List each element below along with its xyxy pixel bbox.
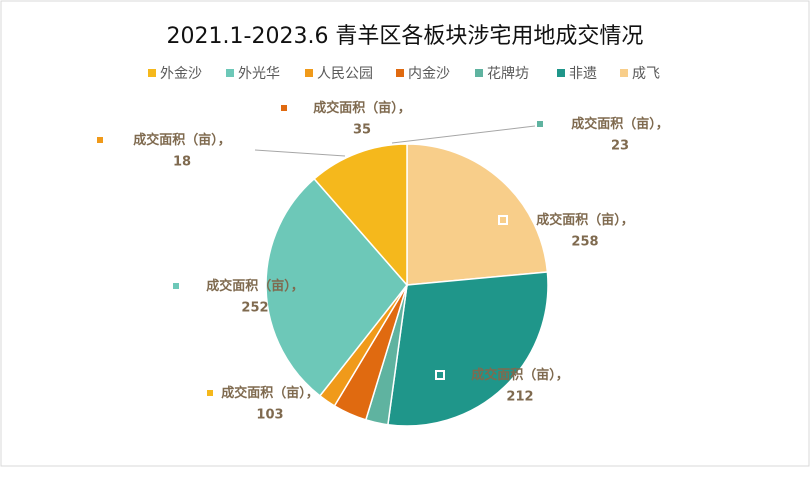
legend-marker [305, 69, 313, 77]
data-label: 成交面积（亩）， [313, 100, 411, 116]
label-marker [173, 283, 179, 289]
label-marker [498, 215, 508, 225]
data-value: 252 [241, 301, 268, 316]
series-name: 成交面积（亩） [536, 212, 621, 228]
data-value: 258 [571, 235, 598, 250]
pie-slice [406, 143, 549, 286]
legend-marker [557, 69, 565, 77]
data-value: 23 [611, 139, 629, 154]
series-name: 成交面积（亩） [206, 278, 291, 294]
legend-marker [475, 69, 483, 77]
data-label: 成交面积（亩）， [133, 132, 231, 148]
legend-marker [148, 69, 156, 77]
legend-label: 外金沙 [160, 66, 202, 82]
data-label: 成交面积（亩）， [206, 278, 304, 294]
series-name: 成交面积（亩） [221, 385, 306, 401]
data-label: 成交面积（亩）， [221, 385, 319, 401]
label-marker [207, 390, 213, 396]
pie-slice [387, 271, 549, 427]
data-label: 成交面积（亩）， [471, 367, 569, 383]
data-label: 成交面积（亩）， [536, 212, 634, 228]
label-marker [281, 105, 287, 111]
series-name: 成交面积（亩） [313, 100, 398, 116]
separator: ， [306, 386, 319, 401]
separator: ， [218, 133, 231, 148]
legend-label: 成飞 [632, 66, 660, 82]
series-name: 成交面积（亩） [471, 367, 556, 383]
legend-label: 外光华 [238, 66, 280, 82]
leader-line [254, 149, 346, 157]
separator: ， [556, 368, 569, 383]
series-name: 成交面积（亩） [571, 116, 656, 132]
separator: ， [621, 213, 634, 228]
pie-slice [313, 143, 408, 287]
data-value: 103 [256, 408, 283, 423]
data-value: 35 [353, 123, 371, 138]
label-marker [97, 137, 103, 143]
legend-marker [396, 69, 404, 77]
series-name: 成交面积（亩） [133, 132, 218, 148]
data-value: 212 [506, 390, 533, 405]
legend-label: 花牌坊 [487, 65, 529, 82]
legend-label: 人民公园 [317, 66, 373, 82]
data-value: 18 [173, 155, 191, 170]
legend-marker [620, 69, 628, 77]
leader-line [391, 125, 536, 144]
separator: ， [656, 117, 669, 132]
label-marker [537, 121, 543, 127]
label-marker [435, 370, 445, 380]
data-label: 成交面积（亩）， [571, 116, 669, 132]
legend-label: 非遗 [569, 66, 597, 82]
chart-title: 2021.1-2023.6 青羊区各板块涉宅用地成交情况 [167, 24, 644, 49]
pie-slice [265, 177, 408, 397]
legend-label: 内金沙 [408, 66, 450, 82]
separator: ， [291, 279, 304, 294]
separator: ， [398, 101, 411, 116]
legend-marker [226, 69, 234, 77]
